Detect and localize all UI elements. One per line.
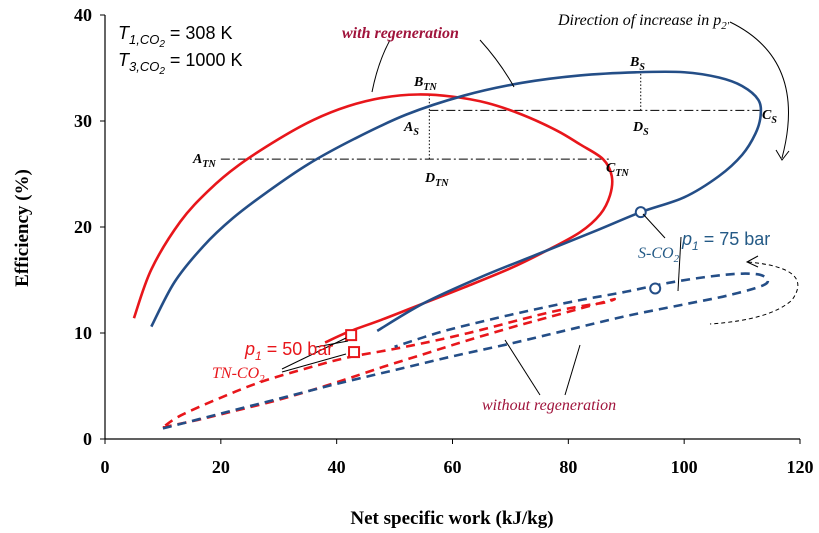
y-axis-label: Efficiency (%) bbox=[12, 169, 33, 287]
s-co2-label: S-CO2 bbox=[638, 245, 680, 265]
direction-label: Direction of increase in p2' bbox=[557, 12, 730, 32]
point-label-a-tn: ATN bbox=[192, 152, 216, 170]
x-tick-label: 20 bbox=[212, 457, 230, 477]
x-tick-label: 120 bbox=[787, 457, 814, 477]
x-tick-label: 100 bbox=[671, 457, 698, 477]
leader-without-blue bbox=[564, 344, 581, 396]
x-tick-labels: 0 20 40 60 80 100 120 bbox=[101, 457, 814, 477]
y-tick-label: 30 bbox=[74, 111, 92, 131]
square-marker bbox=[345, 329, 358, 342]
point-label-b-tn: BTN bbox=[413, 75, 437, 93]
x-tick-label: 60 bbox=[444, 457, 462, 477]
x-tick-label: 40 bbox=[328, 457, 346, 477]
with-regeneration-label: with regeneration bbox=[342, 25, 459, 42]
axes bbox=[100, 14, 801, 444]
leader-with-regen-blue bbox=[479, 39, 515, 88]
point-label-d-s: DS bbox=[632, 120, 649, 138]
series-s-co2-with-regeneration bbox=[150, 70, 763, 332]
leader-tn-upper bbox=[281, 337, 347, 370]
y-tick-label: 10 bbox=[74, 323, 92, 343]
square-marker bbox=[348, 346, 361, 359]
point-label-b-s: BS bbox=[629, 55, 645, 73]
guide-lines bbox=[220, 72, 760, 160]
x-tick-label: 80 bbox=[559, 457, 577, 477]
series-tn-co2-with-regeneration bbox=[132, 93, 614, 344]
direction-arrow bbox=[729, 21, 789, 159]
point-label-d-tn: DTN bbox=[424, 171, 449, 189]
y-tick-label: 40 bbox=[74, 5, 92, 25]
series-group bbox=[132, 70, 770, 430]
y-tick-label: 20 bbox=[74, 217, 92, 237]
leader-without-red bbox=[504, 339, 541, 396]
y-tick-label: 0 bbox=[83, 429, 92, 449]
y-tick-labels: 0 10 20 30 40 bbox=[74, 5, 92, 449]
without-regeneration-label: without regeneration bbox=[482, 397, 616, 414]
point-label-a-s: AS bbox=[403, 120, 419, 138]
leader-tn-lower bbox=[281, 353, 347, 373]
leader-s-upper bbox=[642, 213, 666, 239]
circle-marker bbox=[649, 282, 662, 295]
x-tick-label: 0 bbox=[101, 457, 110, 477]
series-s-co2-without-regeneration bbox=[162, 272, 770, 430]
leader-p50 bbox=[315, 340, 349, 348]
p1-50-label: p1 = 50 bar bbox=[244, 339, 333, 363]
t3-annotation: T3,CO2 = 1000 K bbox=[118, 50, 242, 77]
leader-with-regen-red bbox=[371, 39, 391, 93]
p1-75-label: p1 = 75 bar bbox=[681, 229, 770, 253]
direction-arrowhead bbox=[775, 149, 790, 161]
markers-group bbox=[345, 206, 662, 359]
dashed-loop-arrowhead bbox=[745, 255, 759, 268]
tn-co2-label: TN-CO2 bbox=[212, 365, 265, 385]
leader-lines bbox=[281, 21, 799, 396]
x-axis-label: Net specific work (kJ/kg) bbox=[350, 508, 553, 529]
leader-s-lower bbox=[677, 236, 682, 292]
t1-annotation: T1,CO2 = 308 K bbox=[118, 23, 232, 50]
point-label-c-s: CS bbox=[762, 108, 777, 126]
point-label-c-tn: CTN bbox=[606, 161, 629, 179]
dashed-loop-arrow bbox=[709, 261, 799, 325]
series-tn-co2-without-regeneration bbox=[162, 297, 616, 429]
